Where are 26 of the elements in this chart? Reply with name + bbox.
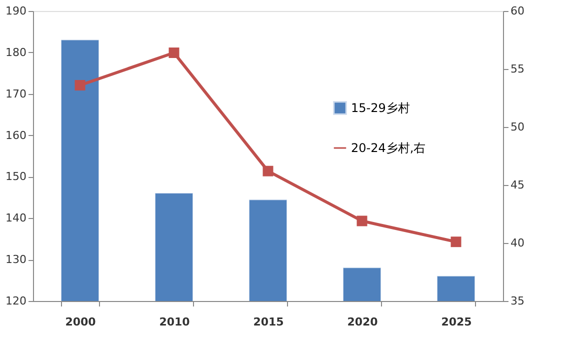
y-tick-label: 160 xyxy=(6,128,26,142)
y-tick-label: 130 xyxy=(6,253,26,266)
y-tick-label: 150 xyxy=(6,170,26,184)
x-tick-label: 2025 xyxy=(441,316,472,328)
y2-tick-label: 40 xyxy=(510,236,524,250)
y-tick-label: 170 xyxy=(6,87,26,100)
x-tick-label: 2015 xyxy=(253,316,284,328)
y2-tick-label: 50 xyxy=(510,120,524,134)
legend-label: 15-29乡村 xyxy=(351,101,410,115)
x-tick-label: 2000 xyxy=(65,316,96,328)
point xyxy=(74,80,86,90)
y2-tick-label: 60 xyxy=(510,4,524,18)
legend-label: 20-24乡村,右 xyxy=(351,141,426,155)
x-tick-label: 2020 xyxy=(347,316,378,328)
y-tick-label: 120 xyxy=(6,294,26,308)
x-tick-label: 2010 xyxy=(159,316,190,328)
point xyxy=(168,48,180,58)
y2-tick-label: 45 xyxy=(510,178,524,192)
y2-tick-label: 35 xyxy=(510,294,524,308)
y-tick-label: 180 xyxy=(6,46,26,59)
y-tick-label: 190 xyxy=(6,4,26,18)
y-tick-label: 140 xyxy=(6,212,26,225)
y2-tick-label: 55 xyxy=(510,62,524,76)
point xyxy=(450,236,462,248)
point xyxy=(356,216,368,226)
point xyxy=(262,166,274,176)
